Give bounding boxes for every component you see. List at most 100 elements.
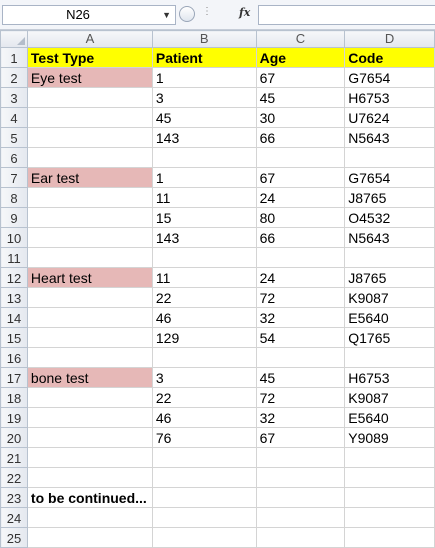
cell-c7[interactable]: 67 (255, 167, 346, 188)
row-header[interactable]: 10 (0, 227, 28, 248)
cell-a23[interactable]: to be continued... (26, 487, 153, 508)
cell-a6[interactable] (26, 147, 153, 168)
cell-d1[interactable]: Code (344, 47, 435, 68)
cell-b24[interactable] (151, 507, 257, 528)
cell-a20[interactable] (26, 427, 153, 448)
cell-a1[interactable]: Test Type (26, 47, 153, 68)
row-header[interactable]: 4 (0, 107, 28, 128)
cell-d25[interactable] (344, 527, 435, 548)
cell-c25[interactable] (255, 527, 346, 548)
row-header[interactable]: 11 (0, 247, 28, 268)
row-header[interactable]: 16 (0, 347, 28, 368)
cell-b8[interactable]: 11 (151, 187, 257, 208)
formula-bar-cancel-icon[interactable] (179, 6, 195, 22)
cell-b18[interactable]: 22 (151, 387, 257, 408)
row-header[interactable]: 18 (0, 387, 28, 408)
cell-b20[interactable]: 76 (151, 427, 257, 448)
cell-b2[interactable]: 1 (151, 67, 257, 88)
cell-a16[interactable] (26, 347, 153, 368)
cell-c22[interactable] (255, 467, 346, 488)
cell-b14[interactable]: 46 (151, 307, 257, 328)
cell-a24[interactable] (26, 507, 153, 528)
cell-c12[interactable]: 24 (255, 267, 346, 288)
cell-c15[interactable]: 54 (255, 327, 346, 348)
cell-d11[interactable] (344, 247, 435, 268)
row-header[interactable]: 14 (0, 307, 28, 328)
cell-a9[interactable] (26, 207, 153, 228)
resize-handle-icon[interactable]: ⋮ (202, 6, 213, 17)
row-header[interactable]: 6 (0, 147, 28, 168)
cell-d19[interactable]: E5640 (344, 407, 435, 428)
cell-c6[interactable] (255, 147, 346, 168)
row-header[interactable]: 20 (0, 427, 28, 448)
cell-d14[interactable]: E5640 (344, 307, 435, 328)
cell-b22[interactable] (151, 467, 257, 488)
cell-b15[interactable]: 129 (151, 327, 257, 348)
cell-b10[interactable]: 143 (151, 227, 257, 248)
cell-a2[interactable]: Eye test (26, 67, 153, 88)
cell-b19[interactable]: 46 (151, 407, 257, 428)
cell-d3[interactable]: H6753 (344, 87, 435, 108)
column-header-d[interactable]: D (344, 30, 435, 48)
cell-b1[interactable]: Patient (151, 47, 257, 68)
row-header[interactable]: 2 (0, 67, 28, 88)
row-header[interactable]: 19 (0, 407, 28, 428)
cell-b25[interactable] (151, 527, 257, 548)
cell-d7[interactable]: G7654 (344, 167, 435, 188)
cell-d2[interactable]: G7654 (344, 67, 435, 88)
cell-a18[interactable] (26, 387, 153, 408)
cell-d4[interactable]: U7624 (344, 107, 435, 128)
cell-d9[interactable]: O4532 (344, 207, 435, 228)
cell-a19[interactable] (26, 407, 153, 428)
cell-b9[interactable]: 15 (151, 207, 257, 228)
row-header[interactable]: 22 (0, 467, 28, 488)
cell-c16[interactable] (255, 347, 346, 368)
cell-c1[interactable]: Age (255, 47, 346, 68)
row-header[interactable]: 9 (0, 207, 28, 228)
cell-a17[interactable]: bone test (26, 367, 153, 388)
cell-c14[interactable]: 32 (255, 307, 346, 328)
row-header[interactable]: 24 (0, 507, 28, 528)
row-header[interactable]: 25 (0, 527, 28, 548)
cell-b12[interactable]: 11 (151, 267, 257, 288)
row-header[interactable]: 23 (0, 487, 28, 508)
cell-d15[interactable]: Q1765 (344, 327, 435, 348)
cell-b5[interactable]: 143 (151, 127, 257, 148)
cell-d6[interactable] (344, 147, 435, 168)
cell-d8[interactable]: J8765 (344, 187, 435, 208)
cell-a22[interactable] (26, 467, 153, 488)
row-header[interactable]: 13 (0, 287, 28, 308)
cell-d16[interactable] (344, 347, 435, 368)
cell-d22[interactable] (344, 467, 435, 488)
chevron-down-icon[interactable]: ▼ (162, 10, 171, 20)
cell-b16[interactable] (151, 347, 257, 368)
cell-c9[interactable]: 80 (255, 207, 346, 228)
cell-a25[interactable] (26, 527, 153, 548)
row-header[interactable]: 12 (0, 267, 28, 288)
row-header[interactable]: 8 (0, 187, 28, 208)
cell-a3[interactable] (26, 87, 153, 108)
column-header-a[interactable]: A (26, 30, 153, 48)
row-header[interactable]: 1 (0, 47, 28, 68)
row-header[interactable]: 17 (0, 367, 28, 388)
cell-c19[interactable]: 32 (255, 407, 346, 428)
cell-a5[interactable] (26, 127, 153, 148)
cell-d23[interactable] (344, 487, 435, 508)
cell-b23[interactable] (151, 487, 257, 508)
row-header[interactable]: 15 (0, 327, 28, 348)
cell-a4[interactable] (26, 107, 153, 128)
row-header[interactable]: 7 (0, 167, 28, 188)
cell-d24[interactable] (344, 507, 435, 528)
cell-c4[interactable]: 30 (255, 107, 346, 128)
cell-a14[interactable] (26, 307, 153, 328)
formula-input[interactable] (258, 5, 435, 25)
cell-b21[interactable] (151, 447, 257, 468)
cell-a12[interactable]: Heart test (26, 267, 153, 288)
cell-d12[interactable]: J8765 (344, 267, 435, 288)
cell-c23[interactable] (255, 487, 346, 508)
cell-c24[interactable] (255, 507, 346, 528)
cell-b13[interactable]: 22 (151, 287, 257, 308)
cell-b6[interactable] (151, 147, 257, 168)
cell-c21[interactable] (255, 447, 346, 468)
cell-c5[interactable]: 66 (255, 127, 346, 148)
